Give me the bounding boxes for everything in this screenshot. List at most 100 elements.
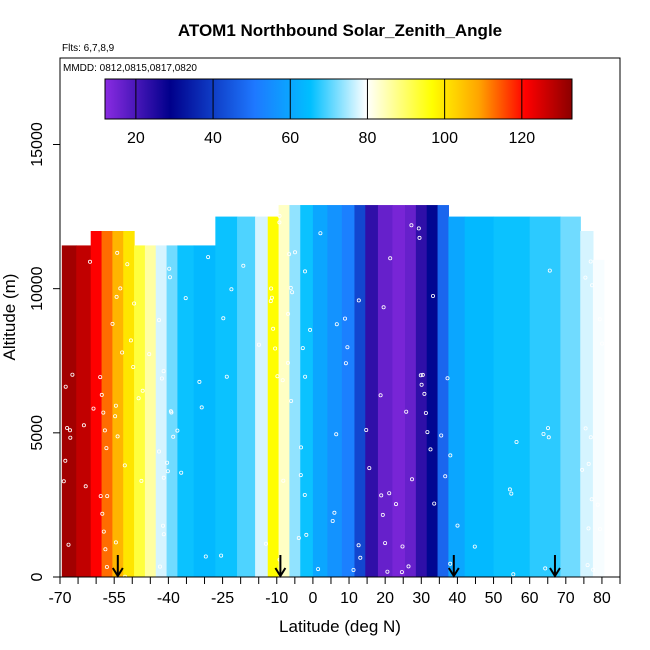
track-point <box>358 555 363 560</box>
track-point <box>83 484 88 489</box>
track-point <box>409 477 414 482</box>
colorbar-tick-label: 120 <box>508 130 535 147</box>
sounding-arrowhead <box>111 567 124 578</box>
heatmap-cell <box>377 205 393 577</box>
track-point <box>165 469 170 474</box>
heatmap-cell <box>560 216 581 577</box>
x-tick-label: 60 <box>521 590 539 607</box>
track-point <box>68 428 73 433</box>
track-point <box>318 231 323 236</box>
heatmap-cell <box>144 245 157 577</box>
track-point <box>156 449 161 454</box>
track-point <box>598 527 603 532</box>
y-tick-label: 10000 <box>29 266 46 311</box>
heatmap-cell <box>267 216 280 577</box>
track-point <box>203 554 208 559</box>
track-point <box>546 426 551 431</box>
track-point <box>132 301 137 306</box>
track-point <box>381 305 386 310</box>
track-point <box>511 572 516 577</box>
track-point <box>114 294 119 299</box>
track-point <box>104 446 109 451</box>
track-point <box>443 474 448 479</box>
x-tick-label: 40 <box>449 590 467 607</box>
track-point <box>448 561 453 566</box>
track-point <box>588 259 593 264</box>
track-point <box>583 275 588 280</box>
track-point <box>298 473 303 478</box>
colorbar-tick-label: 60 <box>281 130 299 147</box>
track-point <box>100 511 105 516</box>
dates-note: MMDD: 0812,0815,0817,0820 <box>63 63 197 74</box>
track-point <box>597 317 602 322</box>
track-point <box>277 213 282 218</box>
track-point <box>268 299 273 304</box>
heatmap-cell <box>177 245 195 577</box>
x-tick-label: 50 <box>485 590 503 607</box>
track-point <box>197 379 202 384</box>
heatmap-cell <box>134 245 146 577</box>
heatmap-cell <box>493 216 531 577</box>
track-point <box>281 478 286 483</box>
heatmap-cell <box>237 216 256 577</box>
track-point <box>420 372 425 377</box>
track-point <box>113 414 118 419</box>
track-point <box>290 290 295 295</box>
sounding-arrowhead <box>274 567 287 578</box>
track-point <box>304 532 309 537</box>
track-point <box>101 410 106 415</box>
track-point <box>171 434 176 439</box>
x-tick-label: 0 <box>308 590 317 607</box>
heatmap-cell <box>580 231 594 577</box>
track-point <box>224 374 229 379</box>
track-point <box>136 396 141 401</box>
track-point <box>167 275 172 280</box>
y-tick-label: 5000 <box>29 415 46 451</box>
track-point <box>541 431 546 436</box>
track-point <box>113 540 118 545</box>
heatmap-cell <box>112 231 124 577</box>
track-point <box>425 430 430 435</box>
track-point <box>388 256 393 261</box>
track-point <box>448 453 453 458</box>
track-point <box>269 295 274 300</box>
track-point <box>98 494 103 499</box>
track-point <box>600 341 605 346</box>
track-point <box>399 570 404 575</box>
colorbar-tick-label: 100 <box>431 130 458 147</box>
track-point <box>387 491 392 496</box>
heatmap-cell <box>193 245 216 577</box>
track-point <box>356 298 361 303</box>
track-point <box>583 426 588 431</box>
heatmap-cell <box>341 205 356 577</box>
track-point <box>161 532 166 537</box>
track-point <box>342 316 347 321</box>
track-point <box>206 255 211 260</box>
flight-arrows <box>111 555 561 578</box>
heatmap-cell <box>354 205 366 577</box>
x-tick-label: -55 <box>103 590 126 607</box>
track-point <box>221 316 226 321</box>
track-point <box>507 487 512 492</box>
track-point <box>219 553 224 558</box>
track-point <box>422 391 427 396</box>
track-point <box>418 373 423 378</box>
heatmap-cell <box>592 259 605 577</box>
track-point <box>345 345 350 350</box>
colorbar: 20 40 60 80 100 120 <box>104 78 573 147</box>
heatmap-cell <box>312 205 328 577</box>
heatmap-cell <box>155 245 168 577</box>
track-point <box>379 493 384 498</box>
track-point <box>115 250 120 255</box>
x-tick-label: -40 <box>157 590 180 607</box>
colorbar-tick-label: 20 <box>127 130 145 147</box>
track-point <box>269 286 274 291</box>
track-point <box>298 445 303 450</box>
track-point <box>273 346 278 351</box>
track-point <box>161 475 166 480</box>
track-point <box>378 393 383 398</box>
heatmap-cell <box>448 216 466 577</box>
track-point <box>580 467 585 472</box>
flights-note: Flts: 6,7,8,9 <box>62 43 115 54</box>
